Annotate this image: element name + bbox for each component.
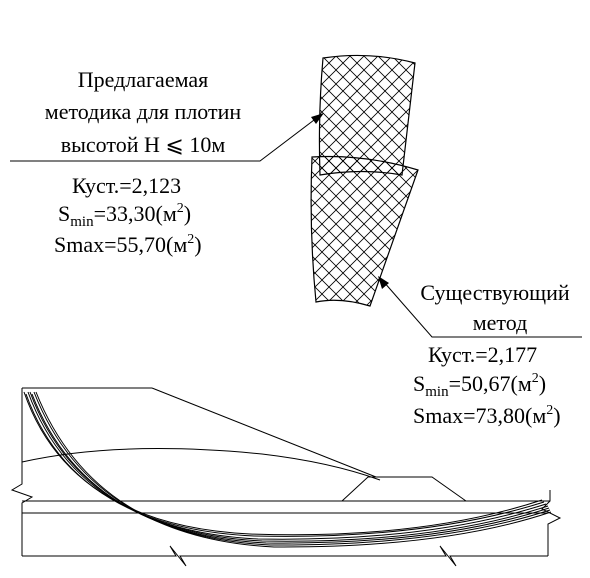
existing-label-line-2: метод (473, 310, 528, 335)
slip-surfaces (23, 391, 552, 548)
proposed-leader-line (10, 116, 319, 162)
left-boundary (10, 388, 34, 556)
existing-leader-arrow (378, 276, 389, 289)
dam-cross-section (10, 387, 562, 567)
existing-leader-line (382, 280, 582, 338)
bottom-boundary (22, 545, 548, 567)
proposed-smax-value: Smax=55,70(м2) (54, 232, 202, 257)
existing-slice-area (310, 155, 419, 307)
proposed-label-line-3: высотой H ⩽ 10м (61, 132, 226, 157)
existing-smin-value: Smin=50,67(м2) (413, 371, 546, 400)
phreatic-line (21, 448, 381, 481)
toe-berm (341, 476, 467, 502)
proposed-label-line-2: методика для плотин (45, 99, 242, 124)
proposed-k-value: Куст.=2,123 (72, 173, 181, 198)
proposed-label-line-1: Предлагаемая (78, 67, 209, 92)
existing-smax-value: Smax=73,80(м2) (413, 403, 561, 428)
proposed-smin-value: Smin=33,30(м2) (58, 201, 191, 230)
proposed-leader-arrow (311, 113, 324, 124)
existing-label-line-1: Существующий (420, 280, 570, 305)
existing-k-value: Куст.=2,177 (428, 342, 537, 367)
right-boundary (541, 490, 562, 556)
dam-slope (151, 387, 377, 478)
